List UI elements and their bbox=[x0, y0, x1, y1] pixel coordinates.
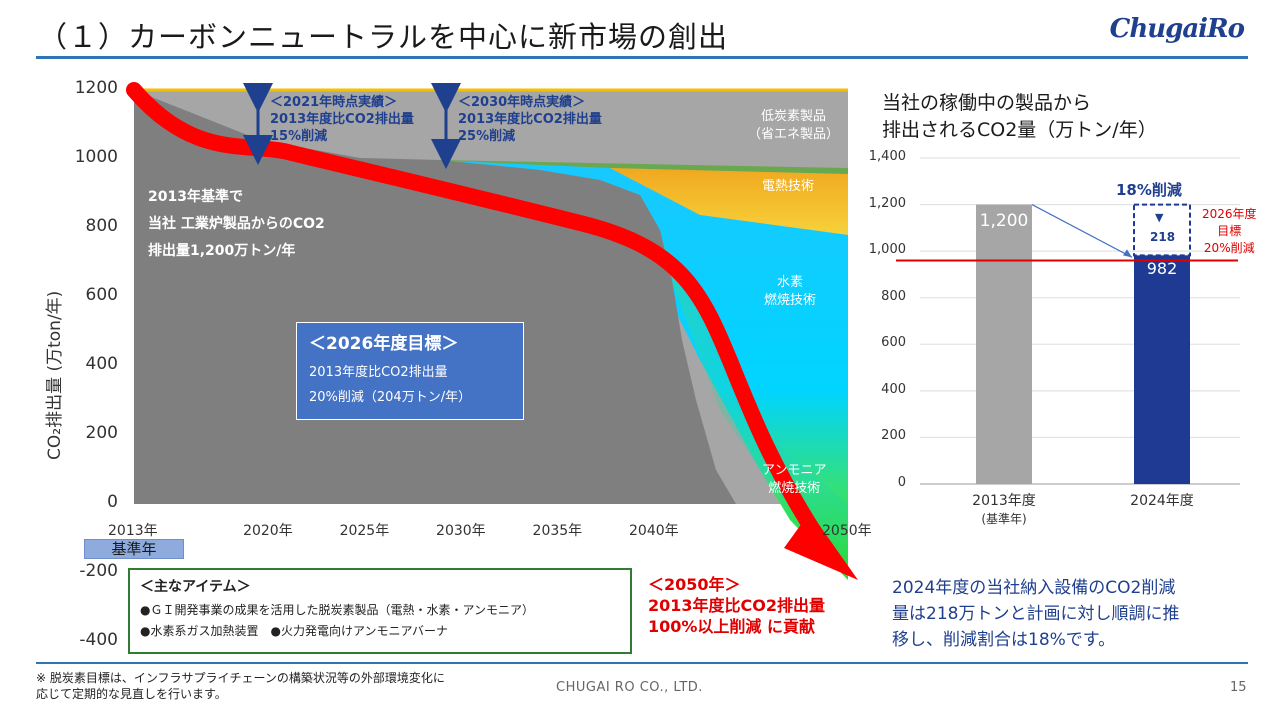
annotation-2030: ＜2030年時点実績＞ 2013年度比CO2排出量 25%削減 bbox=[458, 94, 602, 145]
annotation-2030-line2: 25%削減 bbox=[458, 129, 516, 144]
annotation-2021-line1: 2013年度比CO2排出量 bbox=[270, 112, 414, 127]
footnote-line2: 応じて定期的な見直しを行います。 bbox=[36, 687, 227, 701]
x-tick-label: 2020年 bbox=[243, 523, 293, 539]
page-number: 15 bbox=[1230, 680, 1247, 695]
right-y-tick-label: 400 bbox=[881, 381, 906, 397]
company-logo: ChugaiRo bbox=[1109, 14, 1245, 44]
base-note-line2: 当社 工業炉製品からのCO2 bbox=[148, 216, 325, 232]
base-emission-note: 2013年基準で 当社 工業炉製品からのCO2 排出量1,200万トン/年 bbox=[148, 184, 325, 265]
trend-arrow-line bbox=[1031, 204, 1133, 258]
down-triangle-icon: ▼ bbox=[1155, 211, 1164, 224]
right-y-tick-label: 1,400 bbox=[868, 149, 906, 164]
reduction-amount-label: 218 bbox=[1150, 230, 1176, 244]
x-tick-label: 2035年 bbox=[532, 523, 583, 539]
label-low-carbon: 低炭素製品 （省エネ製品） bbox=[748, 108, 839, 144]
header-divider bbox=[36, 56, 1248, 59]
right-category-label: 2013年度 (基準年) bbox=[972, 493, 1036, 526]
y-tick-label: -400 bbox=[79, 630, 118, 650]
y-tick-label: 1200 bbox=[74, 78, 118, 98]
target-2050-line1: 2013年度比CO2排出量 bbox=[648, 596, 826, 615]
annotation-2021: ＜2021年時点実績＞ 2013年度比CO2排出量 15%削減 bbox=[270, 94, 414, 145]
target-2050: ＜2050年＞ 2013年度比CO2排出量 100%以上削減 に貢献 bbox=[648, 574, 825, 637]
right-y-tick-label: 200 bbox=[881, 428, 906, 444]
right-y-tick-label: 1,000 bbox=[868, 242, 906, 258]
y-tick-label: 0 bbox=[107, 492, 118, 512]
bar-1 bbox=[1134, 255, 1190, 484]
main-item-1: ●ＧＩ開発事業の成果を活用した脱炭素製品（電熱・水素・アンモニア） bbox=[140, 603, 534, 617]
area-remaining-emission bbox=[134, 90, 736, 504]
target-2026-l2: 目標 bbox=[1217, 224, 1242, 238]
goal-2026-box: ＜2026年度目標＞ 2013年度比CO2排出量 20%削減（204万トン/年） bbox=[296, 322, 524, 420]
target-2026-l1: 2026年度 bbox=[1202, 207, 1257, 221]
right-y-tick-label: 800 bbox=[881, 288, 906, 304]
right-chart-title-line2: 排出されるCO2量（万トン/年） bbox=[882, 119, 1157, 141]
footnote-line1: ※ 脱炭素目標は、インフラサプライチェーンの構築状況等の外部環境変化に bbox=[36, 671, 445, 685]
right-y-tick-label: 1,200 bbox=[868, 195, 906, 211]
main-item-2: ●水素系ガス加熱装置 ●火力発電向けアンモニアバーナ bbox=[140, 624, 448, 638]
right-y-tick-label: 600 bbox=[881, 335, 906, 351]
band-electric bbox=[610, 168, 848, 235]
annotation-2021-line2: 15%削減 bbox=[270, 129, 328, 144]
goal-2026-line1: 2013年度比CO2排出量 bbox=[309, 365, 448, 380]
reduction-trend-arrowhead bbox=[784, 512, 858, 580]
y-tick-label: 400 bbox=[85, 354, 118, 374]
x-tick-label: 2030年 bbox=[436, 523, 486, 539]
label-electric: 電熱技術 bbox=[762, 179, 815, 194]
band-hydrogen-ammonia bbox=[430, 160, 848, 580]
annotation-2030-line1: 2013年度比CO2排出量 bbox=[458, 112, 602, 127]
footnote: ※ 脱炭素目標は、インフラサプライチェーンの構築状況等の外部環境変化に 応じて定… bbox=[36, 670, 445, 702]
y-tick-label: 1000 bbox=[74, 147, 118, 167]
y-tick-label: -200 bbox=[79, 561, 118, 581]
reduction-dashed-box bbox=[1133, 203, 1191, 257]
target-2050-title: ＜2050年＞ bbox=[648, 575, 741, 594]
main-items-title: ＜主なアイテム＞ bbox=[140, 579, 251, 595]
goal-2026-line2: 20%削減（204万トン/年） bbox=[309, 390, 472, 405]
bar-value-label: 982 bbox=[1146, 259, 1178, 279]
reduction-trend-arrow bbox=[126, 82, 826, 546]
page-title: （１）カーボンニュートラルを中心に新市場の創出 bbox=[38, 20, 729, 54]
base-note-line1: 2013年基準で bbox=[148, 189, 243, 205]
summary-text: 2024年度の当社納入設備のCO2削減 量は218万トンと計画に対し順調に推 移… bbox=[892, 575, 1179, 653]
label-low-carbon-2: （省エネ製品） bbox=[748, 127, 840, 142]
right-category-label: 2024年度 bbox=[1130, 493, 1194, 509]
bar-0 bbox=[976, 204, 1032, 485]
summary-line1: 2024年度の当社納入設備のCO2削減 bbox=[892, 578, 1176, 598]
right-chart-title: 当社の稼働中の製品から 排出されるCO2量（万トン/年） bbox=[882, 90, 1157, 144]
label-low-carbon-1: 低炭素製品 bbox=[761, 109, 827, 124]
y-tick-label: 600 bbox=[85, 285, 118, 305]
target-2050-line2: 100%以上削減 に貢献 bbox=[648, 617, 816, 636]
label-hydrogen-2: 燃焼技術 bbox=[764, 293, 817, 308]
x-tick-label: 2025年 bbox=[339, 523, 390, 539]
summary-line2: 量は218万トンと計画に対し順調に推 bbox=[892, 604, 1180, 624]
goal-2026-title: ＜2026年度目標＞ bbox=[309, 334, 459, 354]
y-tick-label: 200 bbox=[85, 423, 118, 443]
x-tick-label: 2013年 bbox=[108, 523, 158, 539]
trend-arrow-head bbox=[1123, 249, 1132, 258]
label-ammonia: アンモニア 燃焼技術 bbox=[762, 462, 826, 498]
base-note-line3: 排出量1,200万トン/年 bbox=[148, 243, 296, 259]
label-hydrogen-1: 水素 bbox=[777, 275, 804, 290]
right-chart-title-line1: 当社の稼働中の製品から bbox=[882, 92, 1092, 114]
annotation-2021-title: ＜2021年時点実績＞ bbox=[270, 95, 398, 110]
bar-value-label: 1,200 bbox=[979, 210, 1029, 231]
summary-line3: 移し、削減割合は18%です。 bbox=[892, 630, 1116, 650]
annotation-2030-title: ＜2030年時点実績＞ bbox=[458, 95, 586, 110]
x-tick-label: 2050年 bbox=[822, 523, 872, 539]
base-year-label: 基準年 bbox=[84, 539, 184, 559]
x-tick-label: 2040年 bbox=[629, 523, 679, 539]
target-2026-l3: 20%削減 bbox=[1203, 241, 1255, 255]
label-hydrogen: 水素 燃焼技術 bbox=[764, 274, 816, 310]
company-name: CHUGAI RO CO., LTD. bbox=[556, 680, 703, 695]
right-y-tick-label: 0 bbox=[897, 475, 906, 490]
footer-divider bbox=[36, 662, 1248, 664]
target-2026-label: 2026年度 目標 20%削減 bbox=[1202, 206, 1257, 257]
main-items-box: ＜主なアイテム＞ ●ＧＩ開発事業の成果を活用した脱炭素製品（電熱・水素・アンモニ… bbox=[128, 568, 632, 654]
label-ammonia-2: 燃焼技術 bbox=[768, 481, 821, 496]
y-tick-label: 800 bbox=[85, 216, 118, 236]
reduction-18-label: 18%削減 bbox=[1116, 181, 1182, 199]
label-ammonia-1: アンモニア bbox=[762, 463, 827, 478]
